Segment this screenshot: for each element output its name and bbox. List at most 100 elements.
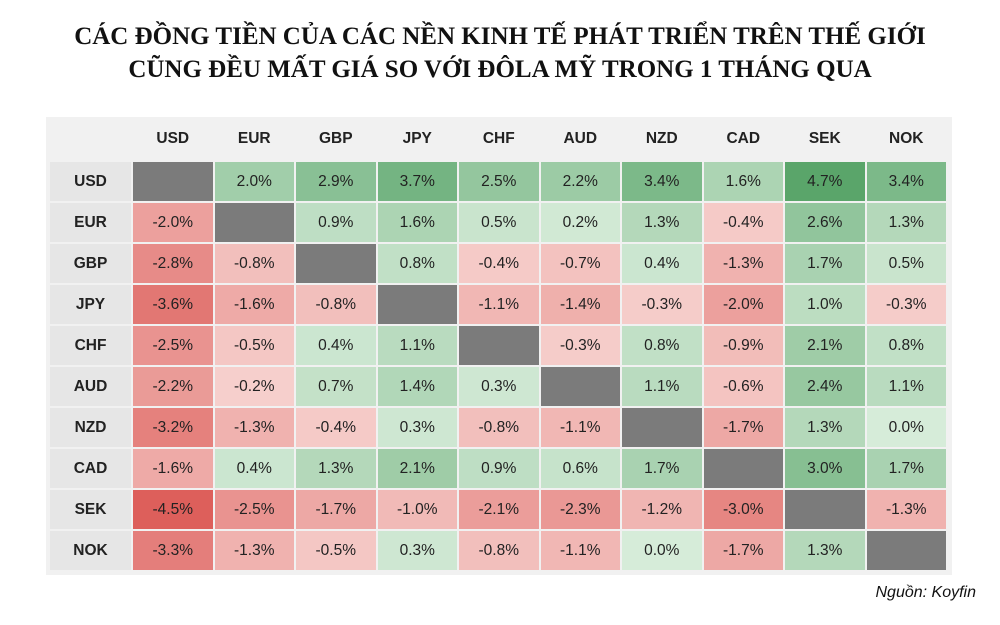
heatmap-cell-sek-chf: -2.1% [459,490,539,529]
heatmap-cell-sek-nok: -1.3% [866,490,946,529]
heatmap-cell-cad-nzd: 1.7% [622,449,702,488]
heatmap-cell-aud-cad: -0.6% [703,367,783,406]
heatmap-cell-aud-usd: -2.2% [133,367,213,406]
diagonal-cell [866,531,946,570]
column-header-cad: CAD [703,117,783,160]
heatmap-cell-nok-eur: -1.3% [214,531,294,570]
diagonal-cell [377,285,457,324]
heatmap-cell-jpy-usd: -3.6% [133,285,213,324]
column-header-nok: NOK [866,117,946,160]
diagonal-cell [133,162,213,201]
column-header-nzd: NZD [622,117,702,160]
column-header-jpy: JPY [377,117,457,160]
heatmap-cell-cad-usd: -1.6% [133,449,213,488]
heatmap-cell-nok-aud: -1.1% [540,531,620,570]
heatmap-cell-cad-chf: 0.9% [459,449,539,488]
heatmap-cell-eur-chf: 0.5% [459,203,539,242]
heatmap-cell-nzd-jpy: 0.3% [377,408,457,447]
heatmap-cell-cad-aud: 0.6% [540,449,620,488]
row-header-jpy: JPY [50,285,131,324]
column-header-usd: USD [133,117,213,160]
heatmap-cell-nok-nzd: 0.0% [622,531,702,570]
heatmap-cell-nzd-gbp: -0.4% [296,408,376,447]
diagonal-cell [703,449,783,488]
heatmap-cell-chf-sek: 2.1% [785,326,865,365]
heatmap-cell-jpy-cad: -2.0% [703,285,783,324]
column-header-aud: AUD [540,117,620,160]
heatmap-cell-eur-gbp: 0.9% [296,203,376,242]
diagonal-cell [214,203,294,242]
heatmap-cell-aud-eur: -0.2% [214,367,294,406]
heatmap-cell-usd-chf: 2.5% [459,162,539,201]
column-header-chf: CHF [459,117,539,160]
heatmap-cell-eur-jpy: 1.6% [377,203,457,242]
heatmap-cell-aud-gbp: 0.7% [296,367,376,406]
heatmap-cell-gbp-eur: -0.8% [214,244,294,283]
column-header-gbp: GBP [296,117,376,160]
source-note: Nguồn: Koyfin [875,584,976,601]
heatmap-cell-cad-gbp: 1.3% [296,449,376,488]
chart-title: CÁC ĐỒNG TIỀN CỦA CÁC NỀN KINH TẾ PHÁT T… [0,20,1000,86]
heatmap-cell-sek-usd: -4.5% [133,490,213,529]
heatmap-cell-sek-nzd: -1.2% [622,490,702,529]
heatmap-cell-nzd-chf: -0.8% [459,408,539,447]
heatmap-cell-gbp-aud: -0.7% [540,244,620,283]
heatmap-cell-chf-gbp: 0.4% [296,326,376,365]
heatmap-cell-sek-eur: -2.5% [214,490,294,529]
row-header-eur: EUR [50,203,131,242]
heatmap-cell-aud-nzd: 1.1% [622,367,702,406]
heatmap-cell-sek-cad: -3.0% [703,490,783,529]
diagonal-cell [540,367,620,406]
column-header-eur: EUR [214,117,294,160]
heatmap-cell-usd-gbp: 2.9% [296,162,376,201]
heatmap-cell-usd-eur: 2.0% [214,162,294,201]
heatmap-cell-nzd-sek: 1.3% [785,408,865,447]
heatmap-cell-usd-aud: 2.2% [540,162,620,201]
heatmap-cell-gbp-nzd: 0.4% [622,244,702,283]
heatmap-cell-usd-nzd: 3.4% [622,162,702,201]
column-header-sek: SEK [785,117,865,160]
heatmap-cell-jpy-chf: -1.1% [459,285,539,324]
heatmap-cell-usd-cad: 1.6% [703,162,783,201]
heatmap-cell-eur-usd: -2.0% [133,203,213,242]
chart-title-line-1: CÁC ĐỒNG TIỀN CỦA CÁC NỀN KINH TẾ PHÁT T… [74,23,926,50]
heatmap-cell-cad-jpy: 2.1% [377,449,457,488]
heatmap-cell-gbp-usd: -2.8% [133,244,213,283]
row-header-chf: CHF [50,326,131,365]
heatmap-cell-aud-sek: 2.4% [785,367,865,406]
heatmap-cell-jpy-eur: -1.6% [214,285,294,324]
heatmap-cell-aud-chf: 0.3% [459,367,539,406]
heatmap-cell-jpy-nzd: -0.3% [622,285,702,324]
heatmap-cell-usd-sek: 4.7% [785,162,865,201]
heatmap-cell-jpy-gbp: -0.8% [296,285,376,324]
row-header-gbp: GBP [50,244,131,283]
heatmap-cell-cad-eur: 0.4% [214,449,294,488]
matrix-corner [50,117,131,160]
heatmap-cell-nok-gbp: -0.5% [296,531,376,570]
heatmap-cell-nok-cad: -1.7% [703,531,783,570]
heatmap-cell-nok-chf: -0.8% [459,531,539,570]
heatmap-cell-chf-aud: -0.3% [540,326,620,365]
heatmap-cell-gbp-jpy: 0.8% [377,244,457,283]
row-header-cad: CAD [50,449,131,488]
diagonal-cell [296,244,376,283]
heatmap-cell-eur-nzd: 1.3% [622,203,702,242]
heatmap-cell-eur-nok: 1.3% [866,203,946,242]
heatmap-cell-aud-nok: 1.1% [866,367,946,406]
diagonal-cell [785,490,865,529]
heatmap-cell-gbp-cad: -1.3% [703,244,783,283]
row-header-usd: USD [50,162,131,201]
heatmap-cell-sek-aud: -2.3% [540,490,620,529]
heatmap-cell-sek-gbp: -1.7% [296,490,376,529]
heatmap-cell-cad-sek: 3.0% [785,449,865,488]
heatmap-cell-chf-nok: 0.8% [866,326,946,365]
heatmap-cell-chf-usd: -2.5% [133,326,213,365]
heatmap-cell-usd-jpy: 3.7% [377,162,457,201]
heatmap-cell-nzd-nok: 0.0% [866,408,946,447]
heatmap-cell-aud-jpy: 1.4% [377,367,457,406]
heatmap-cell-nzd-usd: -3.2% [133,408,213,447]
heatmap-cell-nzd-cad: -1.7% [703,408,783,447]
heatmap-cell-jpy-aud: -1.4% [540,285,620,324]
heatmap-cell-nok-sek: 1.3% [785,531,865,570]
chart-title-line-2: CŨNG ĐỀU MẤT GIÁ SO VỚI ĐÔLA MỸ TRONG 1 … [128,56,872,83]
